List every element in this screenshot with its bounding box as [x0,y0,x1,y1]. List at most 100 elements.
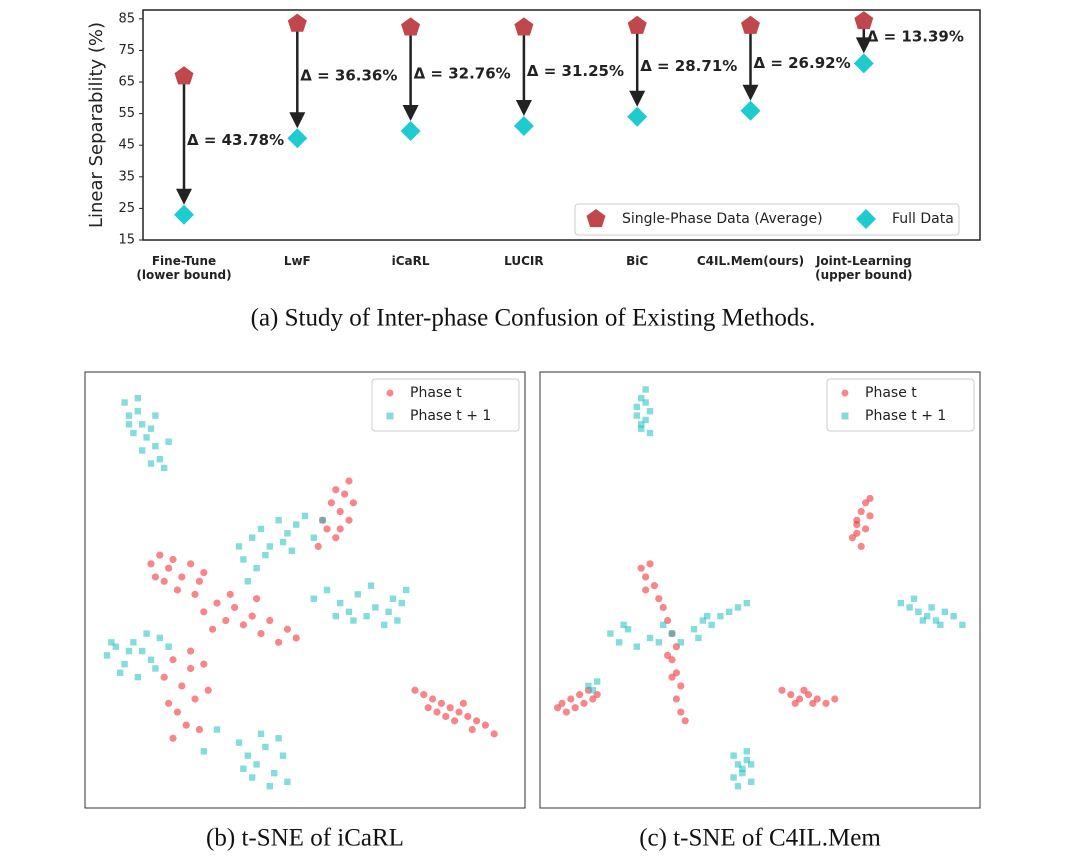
point [743,599,750,607]
point [151,573,159,581]
legend-label: Full Data [892,211,954,227]
legend-label: Phase t + 1 [865,408,946,424]
point [668,630,676,637]
point [959,621,966,629]
point [473,717,481,725]
y-tick-label: 25 [118,201,135,216]
point [941,608,948,615]
point [354,591,361,598]
point [284,530,291,537]
point [853,529,861,537]
point [442,712,450,721]
point [490,730,498,738]
point [437,699,445,707]
point [862,525,870,533]
point [178,682,186,690]
point [866,494,874,503]
single-phase-marker [741,15,760,34]
y-tick-label: 85 [118,11,135,26]
point [633,403,640,411]
point [112,643,119,650]
plot-frame [539,371,981,809]
point [134,408,141,415]
point [848,534,857,542]
point [638,421,645,428]
x-tick-label: C4IL.Mem(ours) [697,254,804,268]
point [853,516,861,524]
point [646,408,654,415]
single-phase-marker [287,13,307,32]
point [672,669,681,677]
point [284,778,291,786]
point [173,586,181,594]
point [349,499,357,507]
point [730,774,737,781]
point [906,604,913,611]
point [319,517,326,524]
point [156,456,163,463]
legend-marker [386,412,394,420]
caption: (a) Study of Inter-phase Confusion of Ex… [251,305,816,332]
point [813,695,821,703]
point [204,686,212,694]
point [734,761,742,768]
full-data-marker [853,53,874,74]
single-phase-marker [627,15,647,34]
y-tick-label: 75 [118,43,135,58]
point [633,643,640,650]
point [147,460,155,467]
x-tick-label: LwF [284,254,311,268]
point [240,765,247,772]
point [178,573,186,581]
point [857,542,865,551]
point [633,412,640,419]
point [800,686,808,694]
x-tick-label: BiC [626,254,648,268]
point [726,608,733,615]
y-tick-label: 35 [118,169,135,184]
arrow-head [855,37,872,54]
point [677,682,685,690]
point [213,726,221,733]
point [139,447,146,454]
caption: (b) t-SNE of iCaRL [206,825,404,852]
point [134,394,141,402]
point [468,725,476,734]
point [147,560,155,568]
point [253,565,260,572]
point [249,774,256,781]
point [562,708,571,716]
point [350,617,357,624]
point [748,778,755,786]
point [730,752,737,759]
point [481,721,489,729]
full-data-marker [627,106,648,127]
full-data-marker [287,128,308,149]
full-data-marker [513,115,534,136]
point [429,695,437,703]
plot-frame [142,9,981,241]
point [283,625,291,633]
point [275,517,282,524]
legend-label: Phase t + 1 [410,408,491,424]
point [249,534,256,541]
x-tick-label: Joint-Learning (upper bound) [815,254,913,282]
point [743,748,750,755]
x-tick-label: LUCIR [504,254,543,268]
point [165,438,172,445]
point [739,769,746,777]
point [213,599,221,607]
point [822,699,830,707]
point [125,647,133,655]
point [932,617,940,624]
legend-box [371,378,520,432]
delta-annotation: Δ = 28.71% [640,57,737,75]
point [200,748,207,755]
point [778,686,786,694]
point [910,595,918,602]
point [345,608,353,615]
point [398,599,405,607]
point [160,673,168,681]
point [862,499,870,507]
point [301,512,309,520]
